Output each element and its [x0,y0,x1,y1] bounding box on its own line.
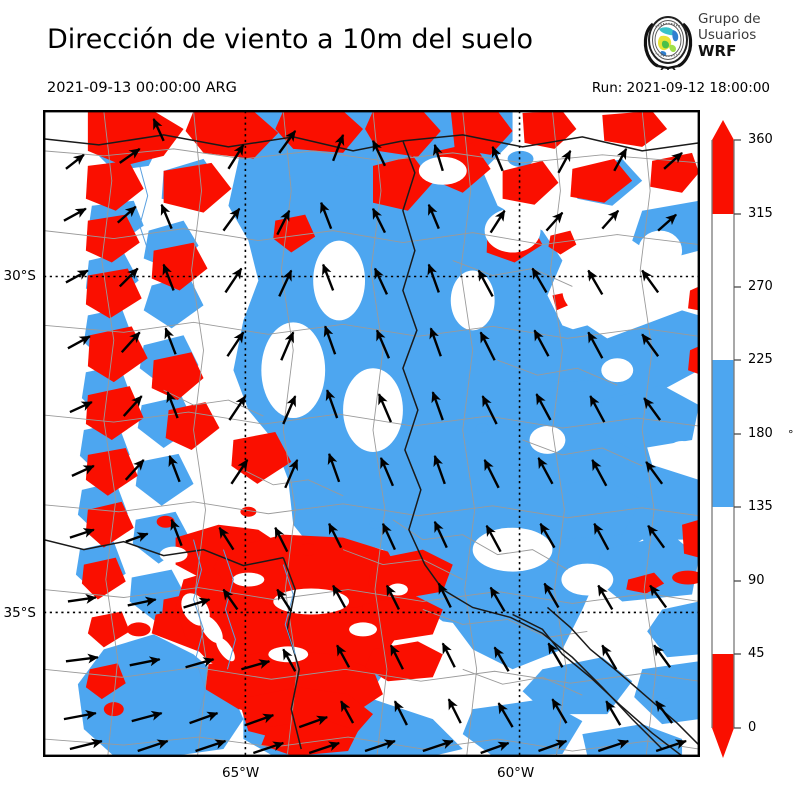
colorbar-tick-135: 135 [748,499,773,514]
colorbar-tick-360: 360 [748,132,773,147]
colorbar-unit-label: ° [788,428,794,441]
colorbar-tick-0: 0 [748,720,757,735]
lat-tick-30S: 30°S [3,268,37,284]
logo-text: Grupo de Usuarios WRF [698,11,794,60]
colorbar-tick-180: 180 [748,426,773,441]
colorbar-gradient-svg [711,120,741,758]
colorbar-tick-270: 270 [748,279,773,294]
colorbar-tick-90: 90 [748,573,765,588]
lon-tick-65W: 65°W [222,765,260,781]
lon-tick-60W: 60°W [497,765,535,781]
colorbar-tick-225: 225 [748,352,773,367]
valid-time-label: 2021-09-13 00:00:00 ARG [47,80,237,96]
logo-line-2: Usuarios [698,26,757,43]
wrf-user-group-logo: Grupo de Usuarios WRF [640,11,794,72]
logo-line-1: Grupo de [698,11,761,27]
wind-vectors [63,118,687,755]
logo-line-3: WRF [698,42,737,60]
page-title: Dirección de viento a 10m del suelo [47,24,534,55]
colorbar[interactable]: 360 315 270 225 180 135 90 45 0 ° [706,118,798,778]
colorbar-tick-315: 315 [748,206,773,221]
wind-direction-field-svg [44,111,699,756]
wrf-globe-emblem-icon [643,16,693,70]
lat-tick-35S: 35°S [3,605,37,621]
map-panel[interactable] [43,110,700,757]
colorbar-tick-45: 45 [748,646,765,661]
run-time-label: Run: 2021-09-12 18:00:00 [591,80,770,96]
